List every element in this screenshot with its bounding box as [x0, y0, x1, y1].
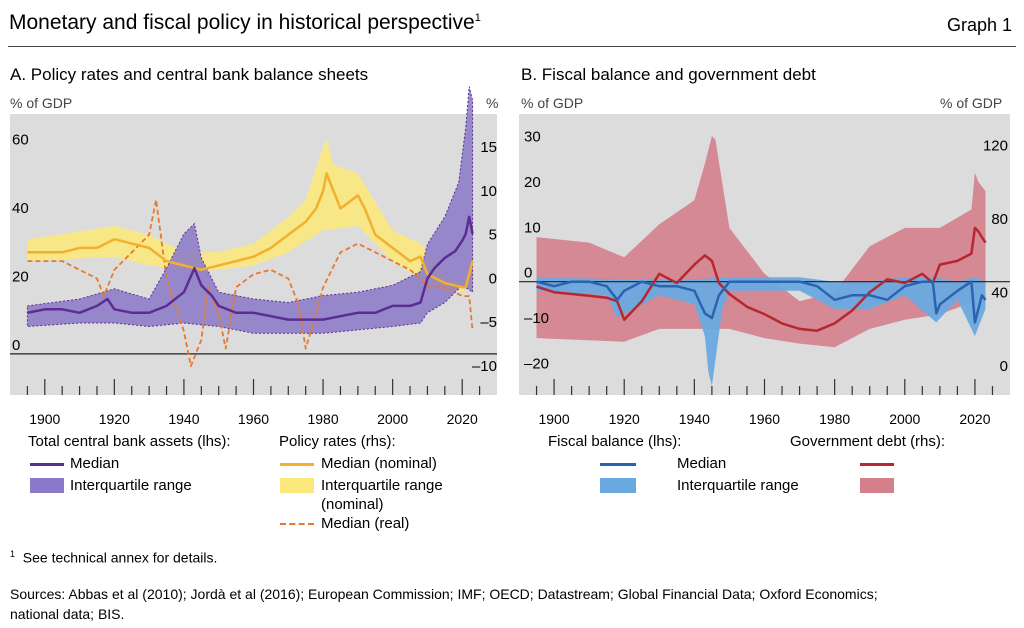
panel-a-y-tick-lhs: 0 — [12, 337, 20, 354]
panel-b-y-tick-rhs: 80 — [991, 211, 1008, 228]
panel-a-nominal-rate-line — [27, 172, 474, 289]
panel-a-x-tick-label: 2000 — [377, 411, 408, 427]
panel-b-y-tick-lhs: 30 — [524, 129, 541, 146]
panel-b-x-tick-label: 1920 — [609, 411, 640, 427]
footnote-mark: 1 — [10, 549, 16, 559]
panel-b-x-tick-label: 2020 — [959, 411, 990, 427]
legend-purple-band-swatch — [30, 478, 64, 493]
panel-a-x-tick-label: 1940 — [168, 411, 199, 427]
title-footnote-mark: 1 — [474, 12, 481, 24]
panel-b-fiscal-median-line — [536, 280, 987, 324]
panel-b-y-tick-rhs: 40 — [991, 284, 1008, 301]
legend-a-rate-median: Median (nominal) — [321, 455, 437, 472]
panel-b-y-tick-lhs: 10 — [524, 219, 541, 236]
panel-b-x-tick-label: 1960 — [749, 411, 780, 427]
panel-b-right-unit: % of GDP — [940, 95, 1003, 111]
legend-a-rate-iqr-line2: (nominal) — [321, 496, 384, 513]
panel-b-fiscal-iqr-band — [536, 277, 986, 386]
legend-orange-dash-swatch — [280, 523, 314, 525]
panel-b-y-tick-lhs: 20 — [524, 174, 541, 191]
legend-red-line-swatch — [860, 463, 894, 466]
panel-b-y-tick-lhs: –20 — [524, 355, 549, 372]
legend-purple-line-swatch — [30, 463, 64, 466]
legend-a-rate-iqr-line1: Interquartile range — [321, 477, 443, 494]
legend-a-assets-iqr: Interquartile range — [70, 477, 192, 494]
legend-b-median: Median — [677, 455, 727, 472]
panel-b-x-tick-label: 1980 — [819, 411, 850, 427]
footnote: 1 See technical annex for details. — [10, 549, 217, 566]
panel-a-x-tick-label: 1920 — [99, 411, 130, 427]
panel-a-x-tick-label: 1900 — [29, 411, 60, 427]
panel-b-y-tick-lhs: –10 — [524, 310, 549, 327]
panel-a-y-tick-lhs: 20 — [12, 268, 29, 285]
panel-a-y-tick-rhs: 10 — [480, 183, 497, 200]
panel-b-debt-median-line — [536, 226, 987, 332]
panel-a-rate-iqr-band — [27, 138, 473, 292]
legend-a-rate-real: Median (real) — [321, 515, 410, 532]
panel-b-y-tick-lhs: 0 — [524, 265, 532, 282]
legend-blue-line-swatch — [600, 463, 636, 466]
panel-b-x-tick-label: 2000 — [889, 411, 920, 427]
panel-b-y-tick-rhs: 0 — [1000, 358, 1008, 375]
legend-a-group2-title: Policy rates (rhs): — [279, 433, 396, 450]
footnote-text: See technical annex for details. — [22, 549, 218, 566]
panel-a-y-tick-rhs: –5 — [480, 314, 497, 331]
panel-a-y-tick-rhs: 0 — [489, 270, 497, 287]
sources-line-2: national data; BIS. — [10, 606, 125, 622]
legend-blue-band-swatch — [600, 478, 636, 493]
legend-b-iqr: Interquartile range — [677, 477, 799, 494]
panel-a-assets-median-line — [27, 215, 474, 321]
panel-b-x-tick-label: 1900 — [538, 411, 569, 427]
panel-b-left-unit: % of GDP — [521, 95, 584, 111]
panel-a-y-tick-lhs: 60 — [12, 131, 29, 148]
page-title: Monetary and fiscal policy in historical… — [9, 11, 481, 34]
panel-a-x-tick-label: 1960 — [238, 411, 269, 427]
panel-a-y-tick-rhs: 15 — [480, 139, 497, 156]
panel-a-y-tick-rhs: –10 — [472, 358, 497, 375]
header-divider — [8, 46, 1016, 47]
panel-a-y-tick-lhs: 40 — [12, 200, 29, 217]
graph-label: Graph 1 — [946, 15, 1012, 35]
sources-line-1: Sources: Abbas et al (2010); Jordà et al… — [10, 586, 878, 602]
panel-a-y-tick-rhs: 5 — [489, 227, 497, 244]
panel-a-left-unit: % of GDP — [10, 95, 73, 111]
legend-a-group1-title: Total central bank assets (lhs): — [28, 433, 231, 450]
panel-a-x-tick-label: 2020 — [447, 411, 478, 427]
panel-a-right-unit: % — [486, 95, 499, 111]
panel-a-title: A. Policy rates and central bank balance… — [10, 65, 369, 84]
legend-a-assets-median: Median — [70, 455, 120, 472]
panel-b-title: B. Fiscal balance and government debt — [521, 65, 816, 84]
panel-b-y-tick-rhs: 120 — [983, 137, 1008, 154]
panel-a-x-tick-label: 1980 — [307, 411, 338, 427]
legend-red-band-swatch — [860, 478, 894, 493]
panel-b-x-tick-label: 1940 — [679, 411, 710, 427]
legend-b-group1-title: Fiscal balance (lhs): — [548, 433, 682, 450]
legend-b-group2-title: Government debt (rhs): — [790, 433, 946, 450]
legend-yellow-band-swatch — [280, 478, 314, 493]
legend-yellow-line-swatch — [280, 463, 314, 466]
